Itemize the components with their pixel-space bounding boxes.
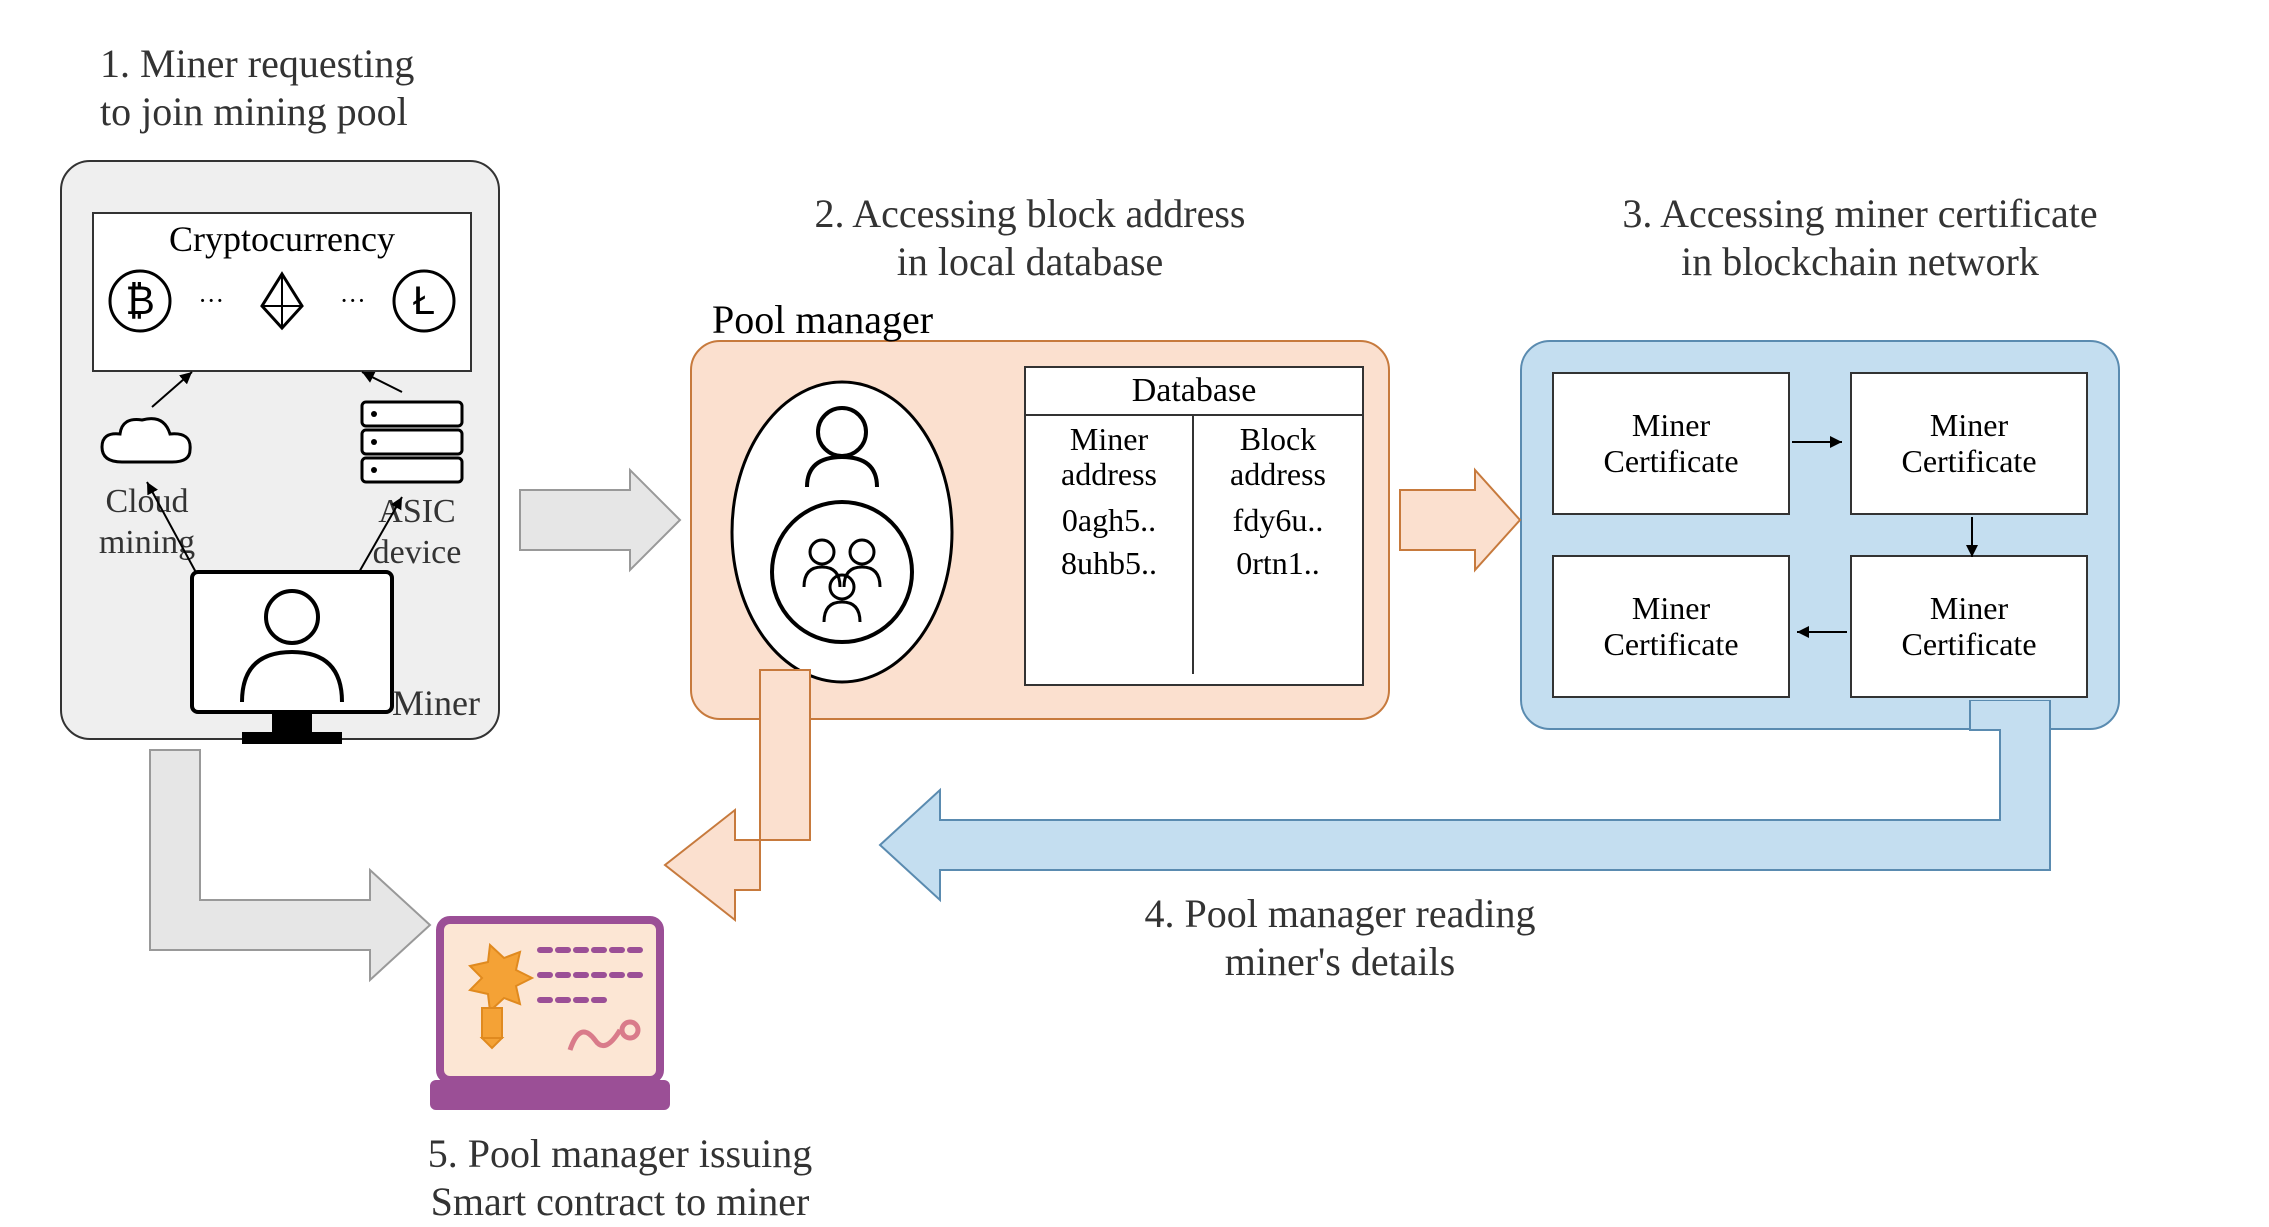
pool-manager-icon [722,372,962,692]
blockchain-certificates-box: MinerCertificate MinerCertificate MinerC… [1520,340,2120,730]
step-1-label: 1. Miner requestingto join mining pool [100,40,520,136]
smart-contract-icon [420,890,680,1120]
db-cell: 8uhb5.. [1030,545,1188,582]
db-header: Mineraddress [1030,422,1188,492]
step-3-label: 3. Accessing miner certificatein blockch… [1560,190,2160,286]
svg-text:Ł: Ł [412,279,434,323]
svg-text:₿: ₿ [126,279,156,323]
database-table: Database Mineraddress 0agh5.. 8uhb5.. Bl… [1024,366,1364,686]
litecoin-icon: Ł [389,266,459,336]
miner-label: Miner [392,682,480,725]
miner-certificate-node: MinerCertificate [1850,555,2088,698]
arrow-step-1 [510,460,690,580]
dots-icon: ··· [340,286,366,316]
ethereum-icon [247,266,317,336]
db-col-block: Blockaddress fdy6u.. 0rtn1.. [1194,416,1362,674]
miner-certificate-node: MinerCertificate [1552,555,1790,698]
miner-certificate-node: MinerCertificate [1850,372,2088,515]
miner-certificate-node: MinerCertificate [1552,372,1790,515]
db-cell: 0agh5.. [1030,502,1188,539]
server-icon [352,392,472,492]
dots-icon: ··· [198,286,224,316]
db-header: Blockaddress [1198,422,1358,492]
cryptocurrency-label: Cryptocurrency [94,218,470,260]
cloud-mining-label: Cloudmining [82,482,212,564]
cryptocurrency-box: Cryptocurrency ₿ ··· ··· Ł [92,212,472,372]
miner-group-box: Cryptocurrency ₿ ··· ··· Ł Cloudmining A… [60,160,500,740]
step-4-label: 4. Pool manager readingminer's details [1070,890,1610,986]
cloud-icon [92,412,202,482]
step-2-label: 2. Accessing block addressin local datab… [750,190,1310,286]
pool-manager-title: Pool manager [712,296,933,343]
step-5-label: 5. Pool manager issuingSmart contract to… [370,1130,870,1226]
crypto-icon-row: ₿ ··· ··· Ł [94,266,470,336]
bitcoin-icon: ₿ [105,266,175,336]
db-col-miner: Mineraddress 0agh5.. 8uhb5.. [1026,416,1194,674]
miner-monitor-icon [182,562,402,752]
db-cell: fdy6u.. [1198,502,1358,539]
db-cell: 0rtn1.. [1198,545,1358,582]
database-title: Database [1026,368,1362,414]
arrow-step-2 [1395,460,1525,580]
mining-pool-flow-diagram: 1. Miner requestingto join mining pool C… [20,20,2249,1207]
